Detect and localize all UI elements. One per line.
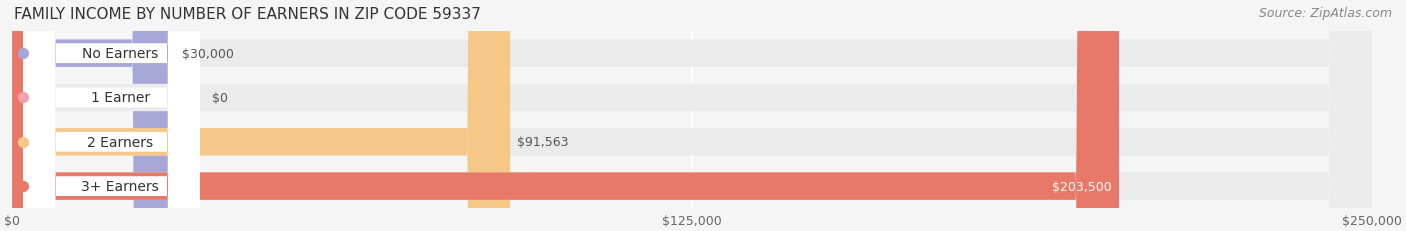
FancyBboxPatch shape xyxy=(13,0,1372,231)
Text: FAMILY INCOME BY NUMBER OF EARNERS IN ZIP CODE 59337: FAMILY INCOME BY NUMBER OF EARNERS IN ZI… xyxy=(14,7,481,22)
FancyBboxPatch shape xyxy=(22,0,200,231)
Text: Source: ZipAtlas.com: Source: ZipAtlas.com xyxy=(1258,7,1392,20)
FancyBboxPatch shape xyxy=(13,0,1119,231)
FancyBboxPatch shape xyxy=(13,0,510,231)
Text: 2 Earners: 2 Earners xyxy=(87,135,153,149)
Text: No Earners: No Earners xyxy=(82,47,159,61)
Text: 3+ Earners: 3+ Earners xyxy=(82,179,159,193)
FancyBboxPatch shape xyxy=(13,0,176,231)
FancyBboxPatch shape xyxy=(13,0,1372,231)
FancyBboxPatch shape xyxy=(13,0,1372,231)
FancyBboxPatch shape xyxy=(22,0,200,231)
FancyBboxPatch shape xyxy=(22,0,200,231)
Text: 1 Earner: 1 Earner xyxy=(91,91,150,105)
FancyBboxPatch shape xyxy=(22,0,200,231)
Text: $0: $0 xyxy=(212,91,228,105)
Text: $203,500: $203,500 xyxy=(1053,180,1112,193)
FancyBboxPatch shape xyxy=(13,0,1372,231)
Text: $30,000: $30,000 xyxy=(183,47,233,60)
Text: $91,563: $91,563 xyxy=(517,136,568,149)
